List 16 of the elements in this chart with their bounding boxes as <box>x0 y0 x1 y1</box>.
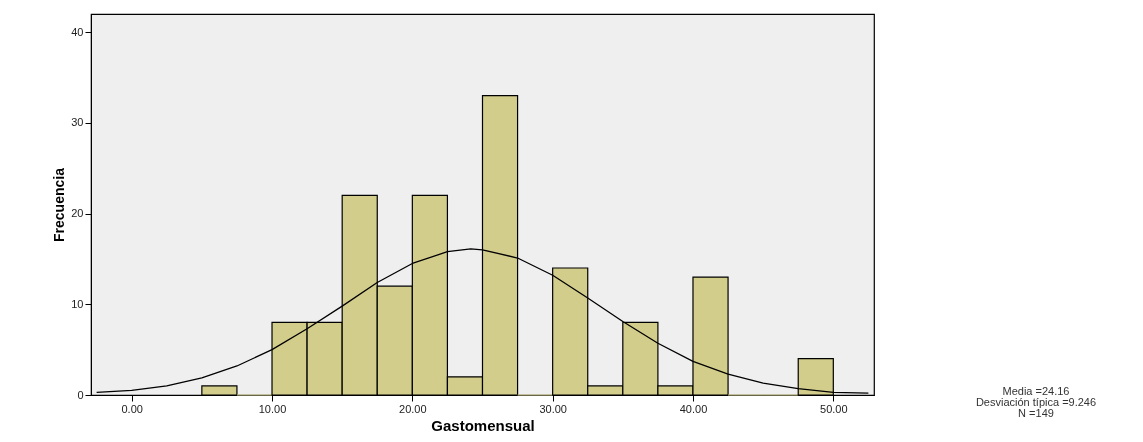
y-axis-title: Frecuencia <box>51 167 68 242</box>
x-tick-label: 0.00 <box>121 402 143 415</box>
x-tick-label: 30.00 <box>539 402 567 415</box>
text: N =149 <box>1018 407 1054 419</box>
x-axis-title: Gastomensual <box>431 416 535 434</box>
y-tick-label: 30 <box>71 116 84 129</box>
y-tick-label: 40 <box>71 25 84 38</box>
x-tick-label: 40.00 <box>679 402 708 415</box>
y-tick-label: 10 <box>71 297 84 310</box>
y-tick-label: 0 <box>77 388 84 401</box>
x-tick-label: 10.00 <box>258 402 287 415</box>
text: Media =24.16 <box>1002 385 1070 397</box>
y-tick-label: 20 <box>71 207 84 220</box>
x-tick-label: 20.00 <box>399 402 427 415</box>
x-tick-label: 50.00 <box>820 402 848 415</box>
text: Desviación típica =9.246 <box>975 396 1097 408</box>
